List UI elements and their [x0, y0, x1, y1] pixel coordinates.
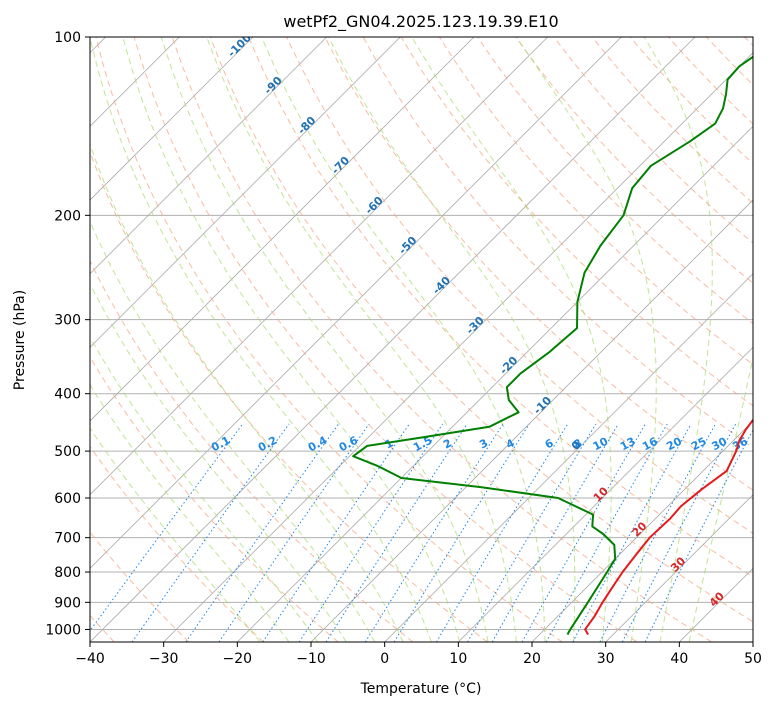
x-axis-label: Temperature (°C)	[360, 681, 482, 697]
y-tick-label: 1000	[45, 622, 81, 638]
y-tick-label: 200	[54, 208, 81, 224]
y-tick-label: 100	[54, 30, 81, 46]
x-tick-label: 20	[523, 651, 541, 667]
y-tick-label: 600	[54, 491, 81, 507]
x-tick-label: 0	[380, 651, 389, 667]
y-tick-label: 900	[54, 595, 81, 611]
y-tick-label: 700	[54, 531, 81, 547]
isotherm-line	[753, 37, 775, 642]
x-tick-label: 30	[597, 651, 615, 667]
y-tick-label: 500	[54, 444, 81, 460]
x-tick-label: 40	[670, 651, 688, 667]
x-tick-label: 10	[449, 651, 467, 667]
y-tick-label: 800	[54, 565, 81, 581]
plot-background	[90, 37, 753, 642]
y-tick-label: 300	[54, 313, 81, 329]
y-axis-label: Pressure (hPa)	[12, 290, 28, 390]
x-tick-label: −30	[149, 651, 179, 667]
y-tick-label: 400	[54, 387, 81, 403]
x-tick-label: −40	[75, 651, 105, 667]
x-tick-label: −20	[223, 651, 253, 667]
x-tick-label: −10	[296, 651, 326, 667]
chart-title: wetPf2_GN04.2025.123.19.39.E10	[283, 12, 558, 32]
x-tick-label: 50	[744, 651, 762, 667]
